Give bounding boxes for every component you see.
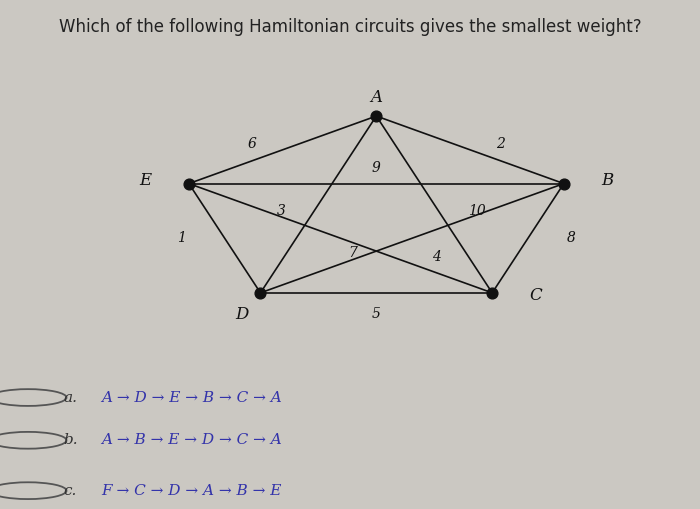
Text: A → D → E → B → C → A: A → D → E → B → C → A: [102, 390, 282, 405]
Text: E: E: [140, 172, 152, 189]
Point: [255, 289, 266, 297]
Text: 6: 6: [247, 137, 256, 151]
Text: 5: 5: [372, 307, 381, 321]
Point: [183, 180, 195, 188]
Text: 10: 10: [468, 204, 486, 217]
Text: c.: c.: [63, 484, 76, 498]
Text: 7: 7: [349, 246, 357, 261]
Text: 1: 1: [177, 231, 186, 245]
Text: D: D: [235, 306, 248, 323]
Text: F → C → D → A → B → E: F → C → D → A → B → E: [102, 484, 282, 498]
Text: B: B: [601, 172, 613, 189]
Text: 4: 4: [433, 249, 441, 264]
Text: 9: 9: [372, 161, 381, 175]
Text: 3: 3: [277, 204, 286, 217]
Text: A → B → E → D → C → A: A → B → E → D → C → A: [102, 433, 282, 447]
Text: b.: b.: [63, 433, 78, 447]
Text: A: A: [370, 89, 382, 106]
Point: [486, 289, 498, 297]
Text: Which of the following Hamiltonian circuits gives the smallest weight?: Which of the following Hamiltonian circu…: [59, 18, 641, 36]
Text: a.: a.: [63, 390, 77, 405]
Point: [558, 180, 569, 188]
Text: 2: 2: [496, 137, 505, 151]
Text: C: C: [529, 288, 542, 304]
Point: [371, 112, 382, 120]
Text: 8: 8: [567, 231, 575, 245]
